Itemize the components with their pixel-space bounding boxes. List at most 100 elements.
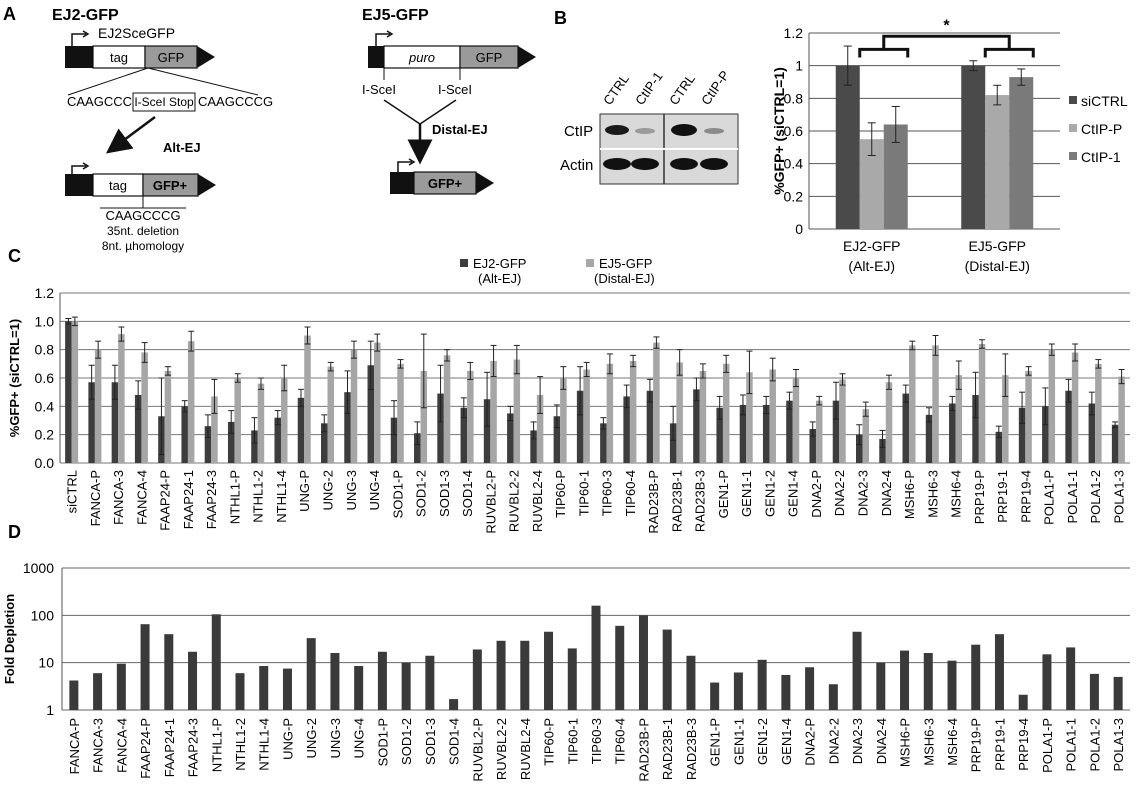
x-tick-label: TIP60-4: [623, 470, 638, 516]
significance-bracket: [882, 34, 1011, 50]
y-tick-label: 1.0: [35, 313, 55, 329]
x-tick-label: POLA1-P: [1040, 718, 1055, 773]
y-tick-label: 0: [795, 221, 803, 237]
bar: [828, 684, 838, 710]
ej2-seq-right: CAAGCCCG: [198, 94, 273, 109]
bar: [1071, 352, 1079, 463]
bar: [164, 370, 172, 463]
bar: [606, 363, 614, 463]
x-tick-label: GEN1-P: [716, 470, 731, 518]
x-tick-label: MSH6-3: [921, 718, 936, 766]
bar: [769, 369, 776, 463]
bar: [496, 640, 506, 710]
x-tick-label: TIP60-1: [576, 470, 591, 516]
ej2-terminator: [197, 46, 215, 68]
x-tick-label: RUVBL2-4: [518, 718, 533, 780]
ej2-homology-note: 8nt. µhomology: [102, 239, 184, 253]
bar: [1111, 424, 1119, 463]
x-tick-label: POLA1-3: [1111, 718, 1126, 771]
bar: [350, 349, 358, 463]
bar: [483, 399, 491, 463]
x-tick-label: UNG-P: [280, 718, 295, 760]
bar: [560, 378, 567, 463]
bar: [1118, 376, 1125, 463]
blot-band: [704, 128, 724, 134]
y-tick-label: 0.8: [35, 342, 55, 358]
bar: [544, 631, 554, 710]
blot-band: [605, 125, 629, 135]
x-tick-label: NTHL1-P: [209, 718, 224, 772]
chart-panel-b: 0 0.2 0.4 0.6 0.8 1 1.2 %GFP+ (siCTRL=1) EJ2-GFP…: [771, 17, 1128, 274]
x-tick-label: FANCA-4: [134, 470, 149, 525]
ej5-promoter-block: [368, 46, 384, 68]
legend-ej2-line2: (Alt-EJ): [478, 271, 521, 286]
x-tick-label: FAAP24-3: [204, 470, 219, 529]
y-tick-label: 1: [46, 702, 54, 718]
bar: [1009, 77, 1034, 229]
bar: [923, 653, 933, 710]
bar: [374, 342, 381, 463]
bar: [995, 431, 1003, 463]
x-tick-label: POLA1-3: [1111, 470, 1126, 523]
ej5-isce-left: I-SceI: [362, 82, 396, 97]
x-tick-label: GEN1-1: [731, 718, 746, 765]
bar: [786, 400, 793, 463]
x-tick-label: (Distal-EJ): [965, 258, 1030, 274]
ej2-tag-label: tag: [110, 50, 128, 65]
x-tick-label: FAAP24-1: [162, 718, 177, 777]
bar: [390, 417, 398, 463]
x-tick-label: PRP19-P: [969, 718, 984, 772]
x-tick-label: RAD23B-1: [669, 470, 684, 532]
significance-bracket: [858, 47, 910, 58]
ej2-sce-label: EJ2SceGFP: [98, 25, 175, 41]
x-tick-label: FAAP24-3: [186, 718, 201, 777]
x-tick-label: siCTRL: [65, 470, 80, 513]
x-tick-label: SOD1-3: [437, 470, 452, 517]
bar: [443, 355, 451, 463]
x-tick-label: TIP60-P: [542, 718, 557, 766]
ej2-title: EJ2-GFP: [52, 7, 119, 24]
significance-star: *: [943, 17, 950, 34]
bar: [449, 699, 459, 710]
x-tick-label: RUVBL2-P: [470, 718, 485, 782]
bar: [1018, 407, 1026, 463]
y-tick-label: 0.6: [784, 123, 804, 139]
bar: [686, 655, 696, 710]
x-tick-label: GEN1-2: [755, 718, 770, 765]
blot-band: [670, 158, 698, 170]
ej5-product-terminator: [476, 172, 494, 194]
bar: [600, 423, 607, 463]
blot-row-actin: Actin: [560, 157, 593, 174]
x-tick-label: FANCA-3: [111, 470, 126, 525]
legend-label: siCTRL: [1081, 93, 1128, 109]
ej5-product-gfp-label: GFP+: [428, 176, 463, 191]
x-tick-label: RUVBL2-2: [507, 470, 522, 532]
bar: [576, 390, 584, 463]
bar: [1042, 406, 1049, 463]
ej5-product-promoter: [390, 172, 414, 194]
bar: [978, 344, 986, 463]
x-tick-label: MSH6-P: [902, 470, 917, 519]
bar: [900, 650, 910, 710]
ej2-isce-stop-label: I-SceI Stop: [134, 95, 194, 109]
bar: [699, 370, 707, 463]
legend-swatch-ej5: [586, 259, 594, 267]
bar: [274, 417, 281, 463]
bar: [972, 395, 979, 463]
ej2-product-promoter: [65, 174, 93, 196]
blot-lane-2: CtIP-1: [632, 69, 665, 108]
bar: [259, 666, 269, 710]
bar: [188, 651, 198, 710]
bar: [118, 334, 125, 463]
bar: [164, 634, 174, 710]
bar: [251, 430, 258, 463]
bar: [638, 615, 648, 710]
y-tick-label: 1: [795, 58, 803, 74]
bar: [885, 382, 893, 463]
bar: [1113, 676, 1123, 710]
x-tick-label: EJ5-GFP: [968, 238, 1026, 254]
x-tick-label: MSH6-4: [949, 470, 964, 518]
ej5-terminator: [518, 46, 536, 68]
legend-swatch: [1069, 124, 1077, 132]
